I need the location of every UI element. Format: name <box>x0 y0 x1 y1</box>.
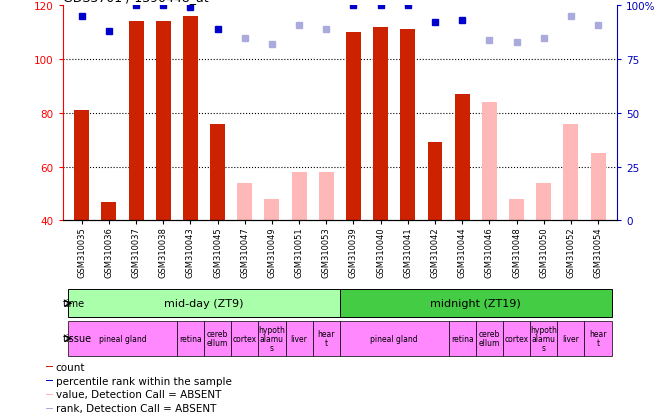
Text: count: count <box>55 362 85 372</box>
Text: retina: retina <box>451 334 474 343</box>
Bar <box>340 321 449 356</box>
Text: percentile rank within the sample: percentile rank within the sample <box>55 376 232 386</box>
Bar <box>340 290 612 318</box>
Bar <box>46 394 53 395</box>
Text: cereb
ellum: cereb ellum <box>207 330 228 348</box>
Bar <box>449 321 476 356</box>
Text: liver: liver <box>562 334 579 343</box>
Bar <box>204 321 231 356</box>
Bar <box>102 202 116 221</box>
Text: hear
t: hear t <box>317 330 335 348</box>
Text: tissue: tissue <box>63 334 92 344</box>
Bar <box>319 173 334 221</box>
Bar <box>46 408 53 409</box>
Bar <box>503 321 530 356</box>
Bar <box>585 321 612 356</box>
Bar <box>238 183 252 221</box>
Bar <box>231 321 258 356</box>
Bar <box>46 366 53 367</box>
Text: liver: liver <box>290 334 308 343</box>
Bar <box>46 380 53 381</box>
Bar <box>564 124 578 221</box>
Bar <box>210 124 225 221</box>
Bar <box>591 154 606 221</box>
Bar <box>156 22 171 221</box>
Bar <box>265 199 279 221</box>
Bar <box>177 321 204 356</box>
Bar <box>258 321 286 356</box>
Text: time: time <box>63 299 85 309</box>
Text: rank, Detection Call = ABSENT: rank, Detection Call = ABSENT <box>55 404 216 413</box>
Bar <box>183 17 198 221</box>
Bar <box>509 199 524 221</box>
Bar <box>74 111 89 221</box>
Text: mid-day (ZT9): mid-day (ZT9) <box>164 299 244 309</box>
Bar <box>476 321 503 356</box>
Bar <box>286 321 313 356</box>
Text: hypoth
alamu
s: hypoth alamu s <box>259 325 285 352</box>
Bar <box>401 30 415 221</box>
Text: cortex: cortex <box>233 334 257 343</box>
Text: GDS3701 / 1390448_at: GDS3701 / 1390448_at <box>63 0 209 4</box>
Bar <box>129 22 143 221</box>
Bar <box>530 321 557 356</box>
Text: value, Detection Call = ABSENT: value, Detection Call = ABSENT <box>55 389 221 399</box>
Text: retina: retina <box>179 334 202 343</box>
Bar <box>373 28 388 221</box>
Bar <box>557 321 585 356</box>
Bar <box>346 33 361 221</box>
Bar <box>68 321 177 356</box>
Text: cortex: cortex <box>504 334 529 343</box>
Text: midnight (ZT19): midnight (ZT19) <box>430 299 521 309</box>
Bar <box>536 183 551 221</box>
Text: pineal gland: pineal gland <box>99 334 147 343</box>
Text: hypoth
alamu
s: hypoth alamu s <box>530 325 557 352</box>
Bar <box>313 321 340 356</box>
Bar <box>292 173 307 221</box>
Text: pineal gland: pineal gland <box>370 334 418 343</box>
Text: cereb
ellum: cereb ellum <box>478 330 500 348</box>
Text: hear
t: hear t <box>589 330 607 348</box>
Bar <box>68 290 340 318</box>
Bar <box>482 103 497 221</box>
Bar <box>455 95 470 221</box>
Bar <box>428 143 442 221</box>
